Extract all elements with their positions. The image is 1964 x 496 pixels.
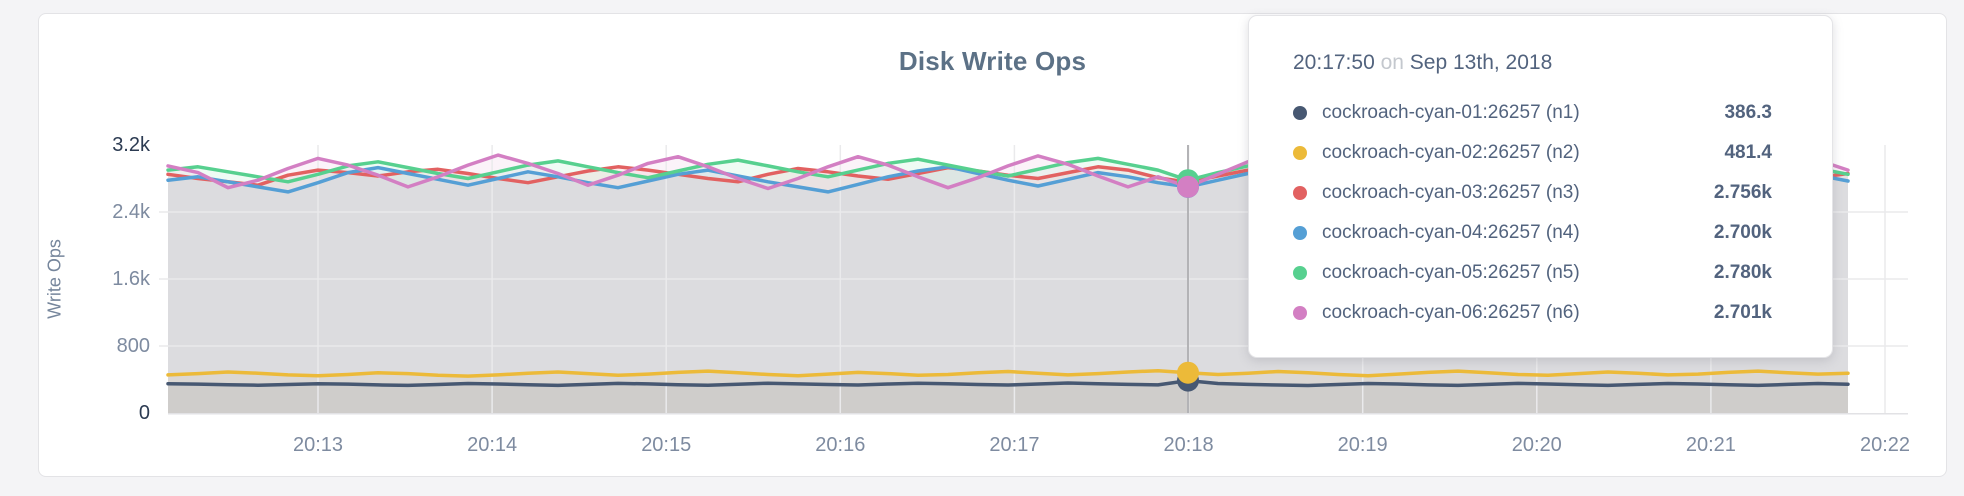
series-value: 2.780k: [1713, 262, 1772, 283]
series-name: cockroach-cyan-01:26257 (n1): [1322, 102, 1580, 123]
tooltip-time: 20:17:50: [1293, 51, 1375, 74]
tooltip-series-row: cockroach-cyan-06:26257 (n6) 2.701k: [1293, 293, 1772, 333]
y-axis-tick-label: 800: [116, 335, 150, 357]
x-axis-tick-label: 20:18: [1163, 434, 1214, 456]
x-axis-tick-label: 20:17: [989, 434, 1040, 456]
series-color-dot: [1293, 306, 1307, 320]
y-axis-tick-label: 1.6k: [112, 268, 150, 290]
chart-hover-tooltip: 20:17:50 on Sep 13th, 2018 cockroach-cya…: [1248, 15, 1833, 358]
x-axis-tick-label: 20:14: [467, 434, 518, 456]
tooltip-date: Sep 13th, 2018: [1409, 51, 1553, 74]
tooltip-series-row: cockroach-cyan-05:26257 (n5) 2.780k: [1293, 253, 1772, 293]
series-color-dot: [1293, 266, 1307, 280]
series-color-dot: [1293, 146, 1307, 160]
chart-title: Disk Write Ops: [898, 46, 1087, 76]
series-name: cockroach-cyan-04:26257 (n4): [1322, 222, 1580, 243]
series-name: cockroach-cyan-06:26257 (n6): [1322, 302, 1580, 323]
tooltip-series-row: cockroach-cyan-01:26257 (n1) 386.3: [1293, 93, 1772, 133]
y-axis-tick-label: 0: [138, 402, 150, 424]
tooltip-series-row: cockroach-cyan-02:26257 (n2) 481.4: [1293, 133, 1772, 173]
hover-dot-n6: [1177, 175, 1199, 198]
series-name: cockroach-cyan-02:26257 (n2): [1322, 142, 1580, 163]
series-name: cockroach-cyan-03:26257 (n3): [1322, 182, 1580, 203]
series-line-n2: [166, 368, 1850, 378]
tooltip-rows: cockroach-cyan-01:26257 (n1) 386.3 cockroa…: [1293, 93, 1772, 333]
series-color-dot: [1293, 106, 1307, 120]
tooltip-series-row: cockroach-cyan-04:26257 (n4) 2.700k: [1293, 213, 1772, 253]
y-axis-tick-label: 3.2k: [112, 134, 150, 156]
series-value: 2.756k: [1713, 182, 1772, 203]
hover-dot-n2: [1177, 361, 1199, 384]
series-area-n1: [168, 380, 1848, 413]
x-axis-tick-label: 20:19: [1337, 434, 1388, 456]
tooltip-on-word: on: [1380, 51, 1404, 74]
series-value: 481.4: [1724, 142, 1772, 163]
x-axis-tick-label: 20:21: [1685, 434, 1736, 456]
x-axis-tick-label: 20:15: [641, 434, 692, 456]
series-color-dot: [1293, 226, 1307, 240]
series-value: 386.3: [1724, 102, 1772, 123]
x-axis-tick-label: 20:22: [1859, 434, 1911, 456]
series-line-n1: [166, 378, 1850, 388]
series-value: 2.701k: [1713, 302, 1772, 323]
series-name: cockroach-cyan-05:26257 (n5): [1322, 262, 1580, 283]
series-color-dot: [1293, 186, 1307, 200]
series-area-n2: [168, 370, 1848, 413]
series-value: 2.700k: [1713, 222, 1772, 243]
tooltip-series-row: cockroach-cyan-03:26257 (n3) 2.756k: [1293, 173, 1772, 213]
y-axis-tick-label: 2.4k: [112, 201, 150, 223]
x-axis-tick-label: 20:16: [815, 434, 866, 456]
x-axis-tick-label: 20:20: [1511, 434, 1562, 456]
tooltip-header: 20:17:50 on Sep 13th, 2018: [1293, 49, 1772, 77]
x-axis-tick-label: 20:13: [292, 434, 344, 456]
